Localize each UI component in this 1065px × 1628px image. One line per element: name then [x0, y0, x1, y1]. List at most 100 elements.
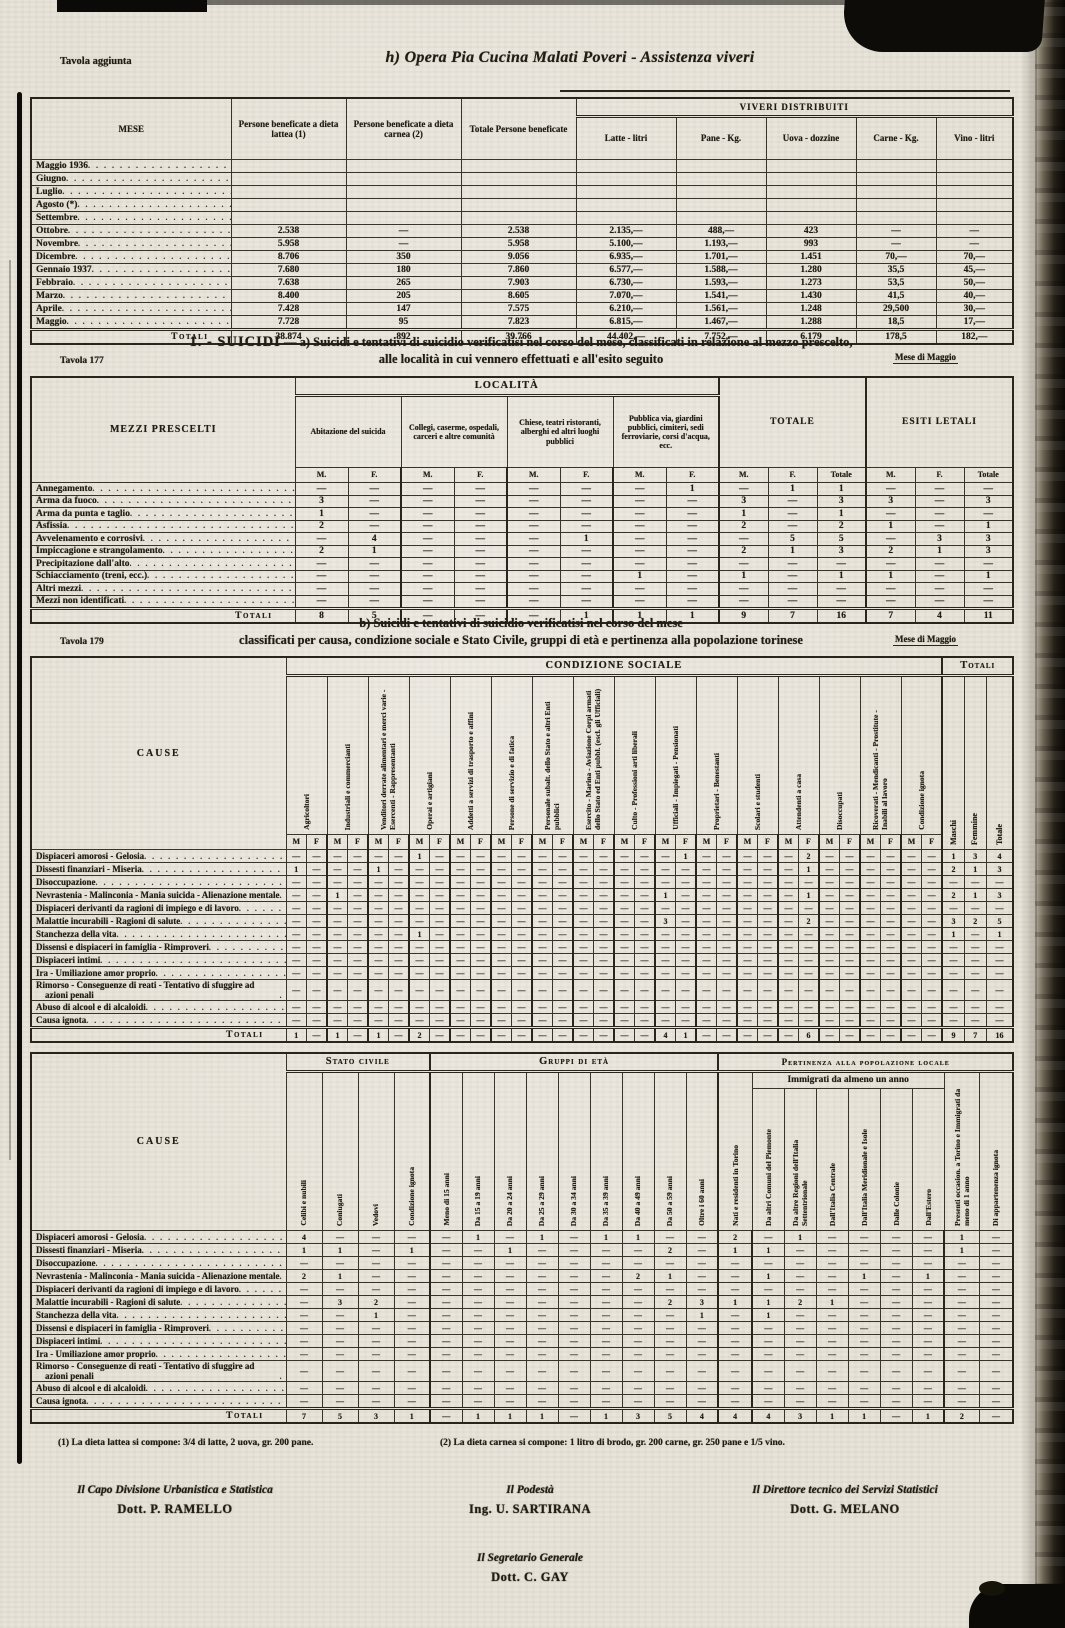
cell: —: [777, 927, 799, 941]
cell: 3: [941, 914, 965, 928]
mf-header: F: [511, 834, 533, 850]
cell: 5: [816, 532, 867, 546]
title-rule: [560, 90, 1010, 92]
cell: —: [511, 875, 533, 889]
cell: —: [783, 1334, 817, 1348]
cell: —: [367, 849, 389, 863]
cell: —: [506, 569, 561, 583]
cell: —: [589, 1256, 623, 1270]
cell: 1: [718, 507, 769, 521]
cell: [230, 172, 347, 186]
cell: —: [461, 1394, 495, 1409]
dotted-leader: [78, 239, 230, 249]
dotted-leader: [163, 546, 295, 556]
signature-center-role: Il Podestà: [506, 1484, 554, 1496]
cell: 1: [767, 544, 818, 558]
cell: 95: [345, 315, 462, 330]
cell: 3: [816, 544, 867, 558]
cell: —: [429, 901, 451, 915]
tavola-177-label: Tavola 177: [60, 356, 104, 366]
cell: —: [767, 557, 818, 571]
cell: —: [613, 914, 635, 928]
cell: —: [493, 1308, 527, 1322]
cell: —: [921, 849, 943, 863]
cell: —: [400, 532, 455, 546]
cell: —: [621, 1334, 655, 1348]
cell: —: [493, 1347, 527, 1361]
cell: 1: [751, 1295, 785, 1309]
cell: —: [935, 237, 1014, 251]
cell: —: [963, 582, 1014, 596]
cell: —: [978, 1282, 1014, 1296]
total-cell: —: [859, 1026, 881, 1043]
cell: —: [511, 953, 533, 967]
cell: —: [461, 1256, 495, 1270]
cell: —: [470, 953, 492, 967]
total-cell: —: [978, 1407, 1014, 1424]
cell: [460, 198, 577, 212]
cell: —: [294, 582, 349, 596]
cell: 50,—: [935, 276, 1014, 290]
section-a-prefix: 1. - SUICIDI: [189, 334, 281, 350]
row-label: Dispiaceri intimi: [30, 1334, 287, 1348]
total-cell: —: [716, 1026, 738, 1043]
row-label: Nevrastenia - Malinconia - Mania suicida…: [30, 888, 287, 902]
row-label: Dissensi e dispiaceri in famiglia - Rimp…: [30, 1321, 287, 1335]
cell: —: [453, 544, 508, 558]
cell: —: [506, 482, 561, 496]
cell: —: [911, 1243, 945, 1257]
table-row: Dicembre8.7063509.0566.935,—1.701,—1.451…: [30, 250, 1014, 264]
cell: —: [736, 862, 758, 876]
cell: [460, 211, 577, 225]
cell: —: [921, 888, 943, 902]
cell: —: [367, 875, 389, 889]
total-cell: 4: [685, 1407, 719, 1424]
cell: —: [839, 1013, 861, 1028]
cell: —: [963, 594, 1014, 609]
cell: —: [306, 888, 328, 902]
cell: —: [751, 1347, 785, 1361]
row-label: Marzo: [30, 289, 232, 303]
cell: —: [911, 1230, 945, 1244]
cell: —: [685, 1360, 719, 1382]
cell: 7.728: [230, 315, 347, 330]
cell: —: [461, 1381, 495, 1395]
tavola-179-label: Tavola 179: [60, 637, 104, 647]
cell: —: [879, 1295, 913, 1309]
cell: —: [612, 557, 667, 571]
cell: 1.280: [765, 263, 857, 277]
row-label: Ira - Umiliazione amor proprio: [30, 966, 287, 980]
cell: —: [511, 888, 533, 902]
cell: —: [400, 557, 455, 571]
cell: —: [449, 1000, 471, 1014]
table-row: Stanchezza della vita——————1————————————…: [30, 927, 1014, 941]
cell: —: [943, 1269, 980, 1283]
cell: [230, 185, 347, 199]
cell: —: [393, 1308, 431, 1322]
cell: —: [285, 966, 307, 980]
cell: —: [963, 953, 987, 967]
cell: —: [634, 875, 656, 889]
cell: —: [388, 927, 410, 941]
cell: —: [388, 914, 410, 928]
cell: —: [685, 1347, 719, 1361]
cell: —: [783, 1256, 817, 1270]
total-cell: 4: [717, 1407, 753, 1424]
cell: —: [985, 1013, 1014, 1028]
cell: —: [306, 875, 328, 889]
cell: —: [367, 979, 389, 1001]
table-row: Maggio7.728957.8236.815,—1.467,—1.28818,…: [30, 315, 1014, 330]
cell: —: [531, 914, 553, 928]
cell: —: [285, 979, 307, 1001]
cell: —: [634, 966, 656, 980]
total-cell: 1: [393, 1407, 431, 1424]
cell: 2: [963, 914, 987, 928]
cell: —: [914, 507, 965, 521]
table-row: Luglio: [30, 185, 1014, 199]
social-column-label: Addetti a servizi di trasporto e affini: [449, 675, 492, 835]
cell: —: [900, 914, 922, 928]
cell: —: [393, 1321, 431, 1335]
cell: [345, 159, 462, 173]
total-cell: 16: [985, 1026, 1014, 1043]
cell: —: [695, 888, 717, 902]
